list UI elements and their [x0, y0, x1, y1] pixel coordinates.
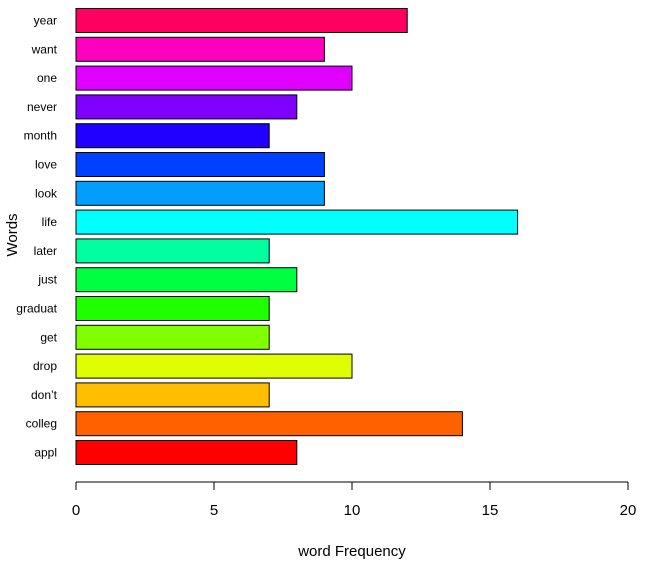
bar-later [75, 238, 270, 264]
category-label: look [35, 186, 58, 200]
category-label: one [37, 71, 57, 85]
bar-never [75, 94, 298, 120]
x-axis: 0 5 10 15 20 [72, 481, 637, 519]
category-label: life [42, 215, 58, 229]
x-tick-label: 0 [72, 502, 80, 519]
bar-year [75, 8, 408, 33]
category-label: never [27, 100, 57, 114]
bar-look [75, 180, 325, 206]
bar-appl [75, 440, 298, 465]
category-label: don’t [31, 388, 58, 402]
bar-graduat [75, 296, 270, 321]
bar-love [75, 152, 325, 177]
bar-life [75, 209, 519, 235]
category-label: drop [33, 359, 57, 373]
category-label: year [34, 14, 57, 28]
bar-want [75, 36, 325, 62]
category-label: colleg [26, 417, 57, 431]
category-label: just [37, 273, 57, 287]
category-labels: appl colleg don’t drop get graduat just later li… [16, 14, 58, 460]
bar-dont [75, 382, 270, 408]
x-tick-label: 20 [620, 502, 637, 519]
y-axis-title: Words [4, 213, 21, 256]
bar-one [75, 65, 353, 91]
category-label: month [24, 129, 57, 143]
bar-get [75, 324, 270, 350]
bars-group [75, 8, 519, 465]
x-tick-label: 15 [482, 502, 499, 519]
category-label: later [34, 244, 57, 258]
bar-drop [75, 353, 353, 379]
x-axis-title: word Frequency [297, 543, 406, 560]
x-tick-label: 5 [210, 502, 218, 519]
category-label: appl [34, 446, 57, 460]
category-label: get [40, 330, 57, 344]
category-label: graduat [16, 302, 57, 316]
category-label: love [35, 158, 57, 172]
x-tick-label: 10 [344, 502, 361, 519]
category-label: want [31, 42, 58, 56]
bar-month [75, 123, 270, 149]
bar-just [75, 267, 298, 293]
bar-colleg [75, 411, 463, 437]
